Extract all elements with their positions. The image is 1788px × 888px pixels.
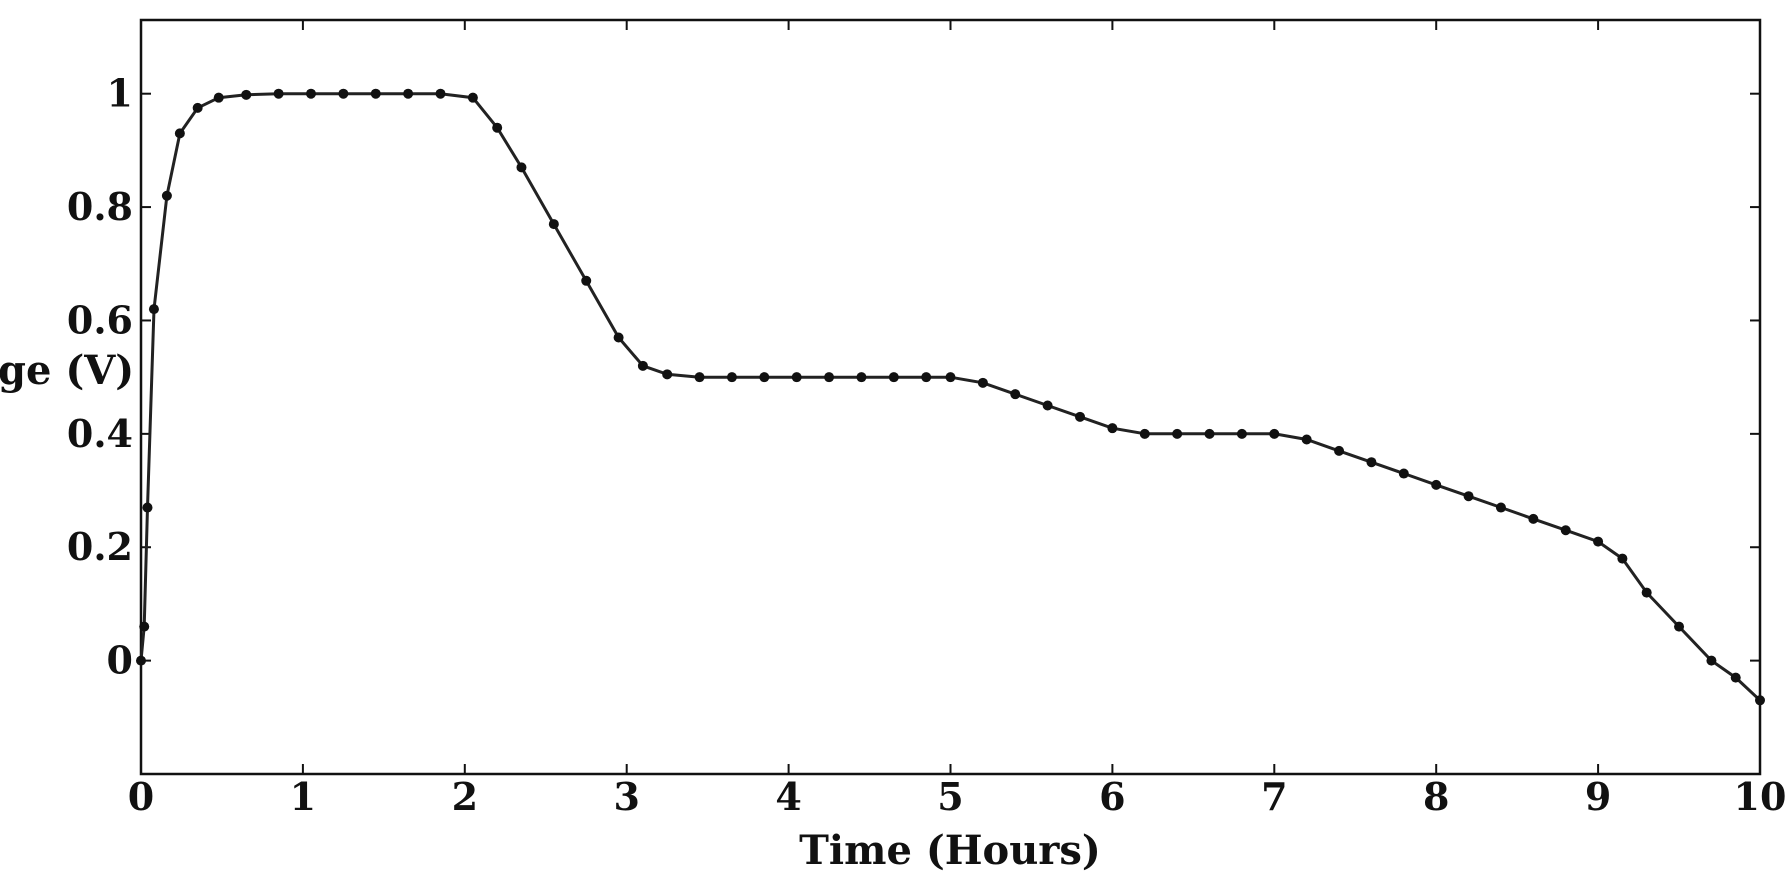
data-point [467, 92, 478, 103]
x-tick-label: 1 [290, 774, 316, 819]
y-tick-label: 1 [107, 71, 133, 116]
data-point [548, 219, 559, 230]
data-point [759, 372, 770, 383]
data-point [1674, 621, 1685, 632]
data-point [1528, 513, 1539, 524]
data-point [856, 372, 867, 383]
data-point [338, 88, 349, 99]
data-point [662, 369, 673, 380]
data-point [945, 372, 956, 383]
data-point [694, 372, 705, 383]
data-point [241, 89, 252, 100]
data-point [1269, 428, 1280, 439]
data-point [1204, 428, 1215, 439]
data-point [921, 372, 932, 383]
data-point [136, 655, 146, 666]
data-point [1398, 468, 1409, 479]
x-tick-label: 8 [1423, 774, 1449, 819]
data-point [1431, 479, 1442, 490]
data-point [726, 372, 737, 383]
data-point [492, 122, 503, 133]
y-axis-label: ge (V) [0, 347, 134, 394]
data-point [1042, 400, 1053, 411]
y-tick-label: 0 [107, 638, 133, 683]
data-point [403, 88, 414, 99]
data-point [1236, 428, 1247, 439]
x-tick-label: 5 [937, 774, 963, 819]
tick-marks [140, 20, 1761, 774]
data-point [370, 88, 381, 99]
data-point [1010, 389, 1021, 400]
data-point [888, 372, 899, 383]
data-point [174, 128, 185, 139]
x-tick-label: 3 [613, 774, 639, 819]
data-point [192, 102, 203, 113]
x-tick-label: 6 [1099, 774, 1125, 819]
y-tick-label: 0.4 [67, 411, 133, 456]
data-point [1107, 423, 1118, 434]
data-point [516, 162, 527, 173]
data-point [1075, 411, 1086, 422]
y-tick-label: 0.2 [67, 524, 133, 569]
data-point [139, 621, 150, 632]
y-tick-label: 0.6 [67, 297, 133, 342]
data-point [1139, 428, 1150, 439]
x-tick-label: 9 [1585, 774, 1611, 819]
data-point [1334, 445, 1345, 456]
data-point [581, 275, 592, 286]
data-point [1301, 434, 1312, 445]
data-point [1755, 695, 1765, 706]
data-point [142, 502, 153, 513]
data-point [1495, 502, 1506, 513]
y-tick-label: 0.8 [67, 184, 133, 229]
data-point [305, 88, 316, 99]
data-point [1730, 672, 1741, 683]
plot-frame [139, 18, 1762, 776]
data-point [637, 360, 648, 371]
x-axis-label: Time (Hours) [799, 827, 1101, 874]
x-tick-label: 10 [1734, 774, 1787, 819]
data-point [977, 377, 988, 388]
data-point [1641, 587, 1652, 598]
data-point [213, 92, 224, 103]
x-tick-label: 7 [1261, 774, 1287, 819]
data-point [791, 372, 802, 383]
data-point [161, 190, 172, 201]
x-tick-label: 4 [775, 774, 801, 819]
data-point [613, 332, 624, 343]
data-point [1172, 428, 1183, 439]
data-point [1593, 536, 1604, 547]
data-point [824, 372, 835, 383]
data-point [435, 88, 446, 99]
x-tick-label: 0 [128, 774, 154, 819]
data-points [136, 88, 1765, 706]
data-point [1706, 655, 1717, 666]
data-point [148, 304, 159, 315]
data-point [1366, 457, 1377, 468]
data-point [1560, 525, 1571, 536]
data-point [273, 88, 284, 99]
voltage-series-line [139, 92, 1762, 702]
data-point [1463, 491, 1474, 502]
tick-labels: 0 1 2 3 4 5 6 7 8 9 10 0 0.2 0.4 0.6 0.8 1 [67, 71, 1787, 819]
data-point [1617, 553, 1628, 564]
x-tick-label: 2 [452, 774, 478, 819]
